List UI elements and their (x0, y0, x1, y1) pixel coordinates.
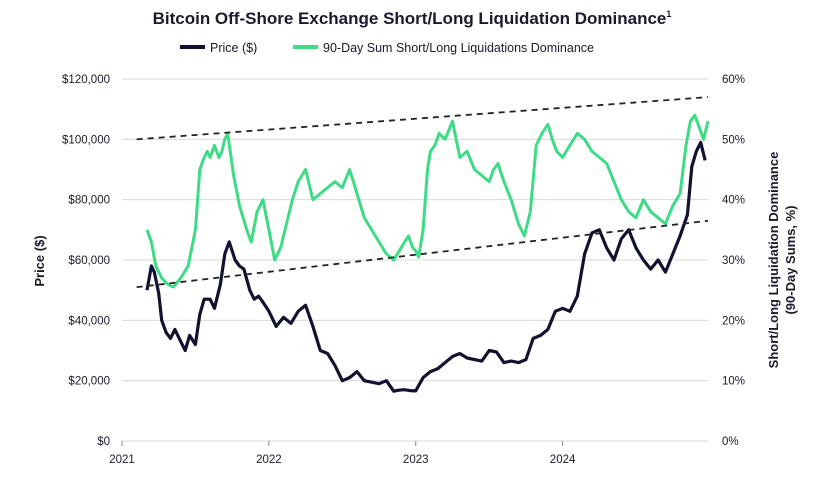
series-group (145, 113, 710, 393)
legend-dominance-label: 90-Day Sum Short/Long Liquidations Domin… (323, 41, 594, 55)
trendlines-group (136, 96, 709, 289)
legend: Price ($) 90-Day Sum Short/Long Liquidat… (180, 41, 594, 55)
lower-channel-trendline (136, 219, 709, 289)
x-tick-label: 2022 (256, 454, 282, 466)
chart-title: Bitcoin Off-Shore Exchange Short/Long Li… (153, 9, 672, 28)
y-tick-label: $40,000 (68, 315, 110, 327)
y-axis-label: Price ($) (32, 235, 47, 286)
gridlines (122, 78, 708, 442)
y-axis-ticks: $0 $20,000 $40,000 $60,000 $80,000 $100,000 $1… (62, 74, 110, 448)
y-tick-label: $120,000 (62, 74, 110, 86)
y-tick-label: $20,000 (68, 376, 110, 388)
y2-tick-label: 30% (722, 255, 745, 267)
x-tick-label: 2021 (109, 454, 135, 466)
y2-tick-label: 20% (722, 315, 745, 327)
price-series-line (145, 140, 707, 393)
y2-tick-label: 40% (722, 195, 745, 207)
upper-channel-trendline (136, 96, 709, 141)
x-axis-ticks: 2021 2022 2023 2024 (109, 441, 576, 466)
y-tick-label: $0 (97, 436, 110, 448)
y2-tick-label: 10% (722, 376, 745, 388)
x-tick-label: 2023 (403, 454, 429, 466)
y2-tick-label: 60% (722, 74, 745, 86)
y2-axis-ticks: 0% 10% 20% 30% 40% 50% 60% (722, 74, 745, 448)
y-tick-label: $80,000 (68, 195, 110, 207)
y-tick-label: $60,000 (68, 255, 110, 267)
y2-axis-label-line1: Short/Long Liquidation Dominance (766, 152, 781, 369)
legend-price-label: Price ($) (210, 41, 257, 55)
y2-tick-label: 0% (722, 436, 739, 448)
y2-axis-label-line2: (90-Day Sums, %) (783, 205, 798, 314)
y2-tick-label: 50% (722, 134, 745, 146)
y-tick-label: $100,000 (62, 134, 110, 146)
x-tick-label: 2024 (550, 454, 576, 466)
dominance-series-line (145, 113, 710, 289)
